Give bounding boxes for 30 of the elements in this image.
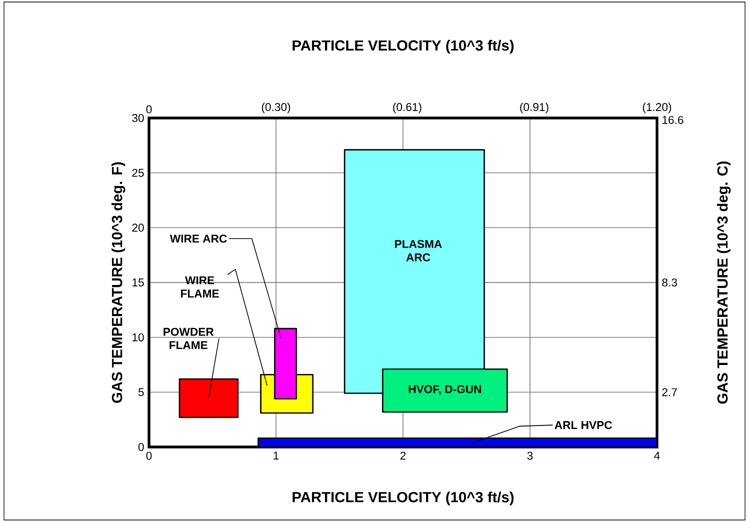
y2-axis-title: GAS TEMPERATURE (10^3 deg. C) bbox=[716, 161, 731, 404]
y-tick-label: 25 bbox=[132, 168, 144, 177]
x2-axis-title: PARTICLE VELOCITY (10^3 ft/s) bbox=[292, 40, 514, 54]
x2-tick-label: (0.61) bbox=[393, 102, 422, 114]
annotation: PLASMA ARC bbox=[395, 240, 442, 262]
x2-tick-label: 0 bbox=[146, 105, 152, 114]
annotation: WIRE FLAME bbox=[181, 276, 219, 298]
annotation: ARL HVPC bbox=[554, 421, 612, 430]
x2-tick-label: (1.20) bbox=[642, 102, 672, 114]
x-tick-label: 3 bbox=[527, 452, 533, 460]
x-tick-label: 4 bbox=[654, 452, 660, 460]
y-tick-label: 5 bbox=[138, 388, 144, 396]
y-tick-label: 10 bbox=[132, 333, 144, 342]
y-axis-title: GAS TEMPERATURE (10^3 deg. F) bbox=[111, 162, 126, 403]
y-tick-label: 15 bbox=[132, 278, 144, 286]
y-tick-label: 0 bbox=[138, 443, 144, 452]
y2-tick-label: 16.6 bbox=[662, 116, 684, 124]
x2-tick-label: (0.30) bbox=[262, 102, 290, 114]
annotation: WIRE ARC bbox=[170, 234, 227, 243]
x2-tick-label: (0.91) bbox=[520, 102, 548, 114]
y2-tick-label: 8.3 bbox=[662, 278, 677, 287]
annotation: HVOF, D-GUN bbox=[408, 385, 481, 395]
annotation: POWDER FLAME bbox=[164, 328, 214, 350]
x-tick-label: 2 bbox=[400, 452, 406, 460]
y2-tick-label: 2.7 bbox=[662, 388, 677, 396]
y-tick-label: 20 bbox=[132, 224, 144, 232]
y-tick-label: 30 bbox=[132, 114, 144, 122]
x-tick-label: 0 bbox=[146, 452, 152, 460]
x-tick-label: 1 bbox=[274, 452, 279, 460]
x-axis-title: PARTICLE VELOCITY (10^3 ft/s) bbox=[292, 492, 514, 506]
